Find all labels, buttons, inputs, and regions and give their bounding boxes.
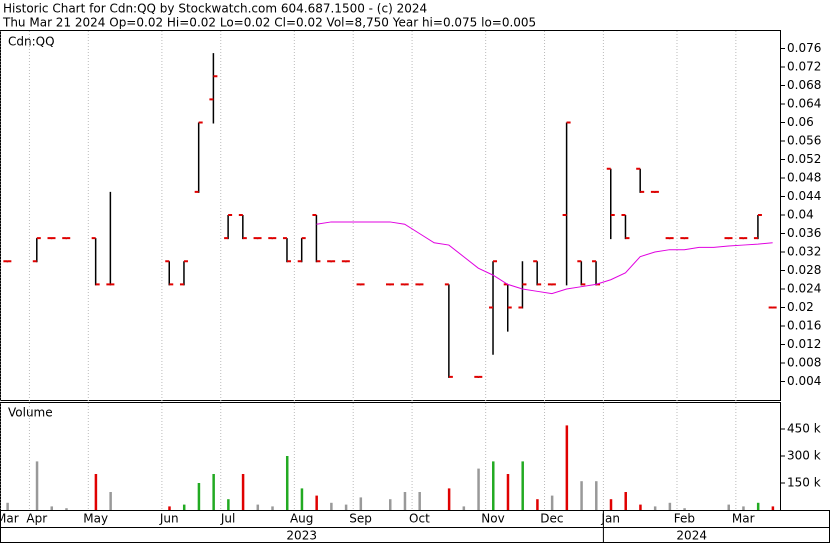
moving-average [316, 221, 773, 295]
y-tick-label: 0.008 [787, 356, 821, 370]
y-tick-label: 0.068 [787, 78, 821, 92]
x-tick-label: Apr [26, 512, 47, 526]
year-label: 2024 [676, 529, 707, 543]
x-tick-label: Jun [159, 512, 179, 526]
volume-bar [506, 474, 510, 510]
chart-title: Historic Chart for Cdn:QQ by Stockwatch.… [3, 2, 427, 16]
y-tick-label: 0.02 [787, 300, 814, 314]
y-tick-label: 0.072 [787, 60, 821, 74]
volume-bar [35, 461, 39, 510]
volume-bar [182, 504, 186, 510]
volume-bar [50, 506, 54, 510]
volume-bar [241, 474, 245, 510]
volume-bar [550, 495, 554, 510]
y-tick-label: 0.012 [787, 337, 821, 351]
volume-bar [756, 502, 760, 510]
volume-bar [344, 504, 348, 510]
volume-bar [447, 488, 451, 510]
y-tick-label: 0.032 [787, 245, 821, 259]
y-tick-label: 0.048 [787, 171, 821, 185]
y-tick-label: 0.056 [787, 134, 821, 148]
volume-bar [683, 508, 686, 510]
volume-bar [94, 474, 98, 510]
volume-bar [727, 504, 730, 510]
y-tick-label: 0.064 [787, 97, 821, 111]
y-tick-label: 0.016 [787, 319, 821, 333]
y-tick-label: 0.036 [787, 226, 821, 240]
volume-bar [256, 504, 260, 510]
y-tick-label: 0.004 [787, 374, 821, 388]
y-tick-label: 0.024 [787, 282, 821, 296]
volume-bar [653, 506, 657, 510]
volume-bar [168, 506, 171, 510]
volume-bar [668, 502, 672, 510]
x-tick-label: Mar [732, 512, 755, 526]
y-tick-label: 0.052 [787, 152, 821, 166]
x-tick-label: Aug [290, 512, 313, 526]
y-tick-label: 150 k [787, 476, 821, 490]
volume-bar [639, 504, 642, 510]
y-tick-label: 450 k [787, 422, 821, 436]
volume-label: Volume [8, 406, 53, 420]
volume-bar [330, 502, 333, 510]
x-tick-label: Oct [409, 512, 430, 526]
volume-bar [462, 506, 466, 510]
volume-bar [285, 456, 289, 510]
x-tick-label: Nov [481, 512, 504, 526]
volume-bar [227, 499, 230, 510]
volume-bar [212, 474, 215, 510]
volume-bar [359, 497, 363, 510]
volume-bar [315, 495, 318, 510]
volume-bar [6, 502, 9, 510]
x-tick-label: Jul [220, 512, 235, 526]
volume-bar [536, 499, 539, 510]
volume-bar [521, 461, 524, 510]
x-tick-label: Sep [349, 512, 372, 526]
volume-bar [300, 488, 304, 510]
volume-bar [771, 506, 775, 510]
volume-bar [742, 506, 745, 510]
summary: Thu Mar 21 2024 Op=0.02 Hi=0.02 Lo=0.02 … [2, 16, 536, 30]
volume-bar [580, 481, 583, 510]
volume-bar [565, 425, 569, 510]
volume-bar [609, 499, 613, 510]
year-label: 2023 [286, 529, 317, 543]
x-tick-label: Feb [674, 512, 695, 526]
y-tick-label: 0.076 [787, 41, 821, 55]
x-tick-label: Mar [0, 512, 19, 526]
volume-bar [477, 468, 480, 510]
volume-bar [595, 481, 598, 510]
volume-bar [65, 508, 68, 510]
y-tick-label: 0.06 [787, 115, 814, 129]
y-tick-label: 300 k [787, 449, 821, 463]
y-tick-label: 0.04 [787, 208, 814, 222]
y-tick-label: 0.028 [787, 263, 821, 277]
x-tick-label: May [83, 512, 108, 526]
volume-bar [403, 492, 407, 510]
volume-bar [197, 483, 201, 510]
y-tick-label: 0.044 [787, 189, 821, 203]
x-tick-label: Dec [540, 512, 563, 526]
volume-bar [389, 499, 392, 510]
volume-bar [418, 492, 421, 510]
x-tick-label: Jan [601, 512, 621, 526]
volume-bar [109, 492, 112, 510]
volume-bar [271, 506, 274, 510]
volume-bar [492, 461, 495, 510]
volume-bar [624, 492, 627, 510]
symbol-label: Cdn:QQ [8, 35, 55, 49]
